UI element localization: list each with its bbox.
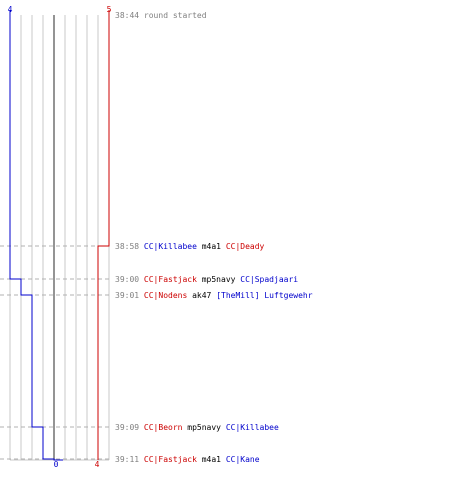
event-part: CC|Deady — [225, 242, 265, 251]
event-row: 39:11 CC|Fastjack m4a1 CC|Kane — [115, 455, 260, 465]
tick-labels: 4 0 4 5 — [8, 5, 112, 469]
event-part: CC|Killabee — [143, 242, 197, 251]
tick-label: 4 — [8, 5, 13, 14]
event-part: CC|Beorn — [143, 423, 183, 432]
tick-label: 4 — [95, 460, 100, 469]
event-part: mp5navy — [187, 423, 221, 432]
event-part: ak47 — [192, 291, 212, 300]
event-part: m4a1 — [201, 455, 221, 464]
event-part: CC|Kane — [225, 455, 260, 464]
event-guide-lines — [0, 245, 112, 460]
event-time: 39:01 — [115, 291, 140, 300]
event-part: m4a1 — [201, 242, 221, 251]
grid-lines — [9, 15, 110, 461]
event-time: 38:58 — [115, 242, 140, 251]
event-part: CC|Nodens — [143, 291, 188, 300]
blue-team-alive-line — [9, 10, 63, 461]
event-part: mp5navy — [201, 275, 236, 284]
tick-label: 0 — [54, 460, 59, 469]
event-row: 38:44 round started — [115, 11, 207, 21]
event-time: 38:44 — [115, 11, 140, 20]
event-time: 39:00 — [115, 275, 140, 284]
event-row: 39:01 CC|Nodens ak47 [TheMill] Luftgeweh… — [115, 291, 313, 301]
event-part: round started — [143, 11, 207, 20]
event-part: CC|Killabee — [225, 423, 279, 432]
event-row: 39:00 CC|Fastjack mp5navy CC|Spadjaari — [115, 275, 298, 285]
red-team-alive-line — [97, 10, 110, 460]
event-part: CC|Fastjack — [143, 275, 197, 284]
red-team-line — [97, 10, 110, 460]
event-row: 38:58 CC|Killabee m4a1 CC|Deady — [115, 242, 264, 252]
event-part: CC|Spadjaari — [240, 275, 299, 284]
tick-label: 5 — [107, 5, 112, 14]
event-part: CC|Fastjack — [143, 455, 197, 464]
event-row: 39:09 CC|Beorn mp5navy CC|Killabee — [115, 423, 279, 433]
blue-team-line — [9, 10, 63, 461]
event-time: 39:09 — [115, 423, 140, 432]
event-time: 39:11 — [115, 455, 140, 464]
event-part: [TheMill] Luftgewehr — [216, 291, 313, 300]
